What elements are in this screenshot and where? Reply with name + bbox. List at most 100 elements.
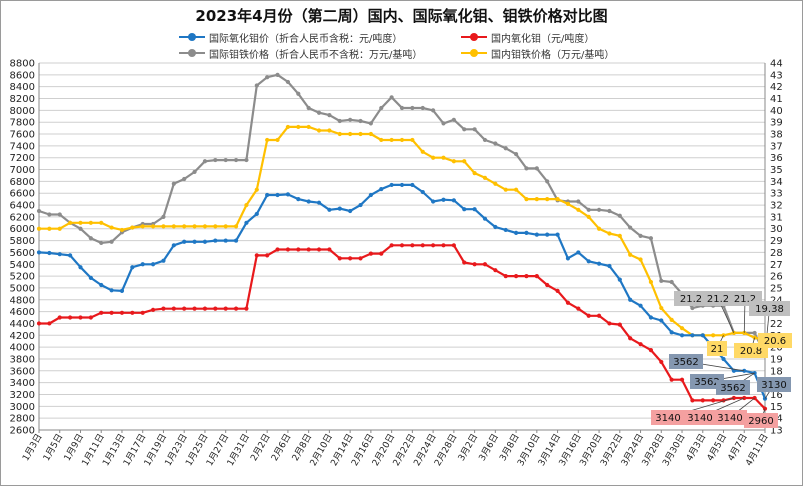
y-right-tick-label: 19 <box>770 354 783 365</box>
data-point <box>482 216 488 221</box>
data-point <box>420 149 425 154</box>
data-point <box>285 79 291 85</box>
data-point <box>628 336 633 341</box>
data-point <box>731 368 736 373</box>
data-point <box>451 117 456 122</box>
data-point <box>265 75 270 80</box>
data-point <box>472 171 477 176</box>
data-point <box>638 303 643 308</box>
data-point <box>140 310 145 315</box>
data-point <box>192 169 197 175</box>
data-point <box>462 207 467 212</box>
data-point <box>296 124 301 130</box>
y-left-tick-label: 3600 <box>10 366 35 377</box>
data-point <box>99 240 104 246</box>
data-point <box>513 273 519 279</box>
data-point <box>410 137 415 143</box>
data-point <box>576 250 581 255</box>
data-point <box>182 306 187 311</box>
data-point <box>275 192 280 198</box>
data-point <box>316 247 322 252</box>
y-right-tick-label: 31 <box>770 212 783 223</box>
data-point <box>182 239 187 244</box>
y-left-tick-label: 6000 <box>10 224 35 235</box>
data-point <box>628 252 633 257</box>
data-point <box>316 110 322 115</box>
data-point <box>275 247 280 252</box>
y-left-tick-label: 4800 <box>10 295 35 306</box>
data-point <box>711 333 716 338</box>
data-point <box>109 239 114 244</box>
data-point <box>78 220 83 225</box>
annotation-label: 21.2 <box>707 294 729 305</box>
y-left-tick-label: 6200 <box>10 212 35 223</box>
data-point <box>513 152 519 157</box>
data-point <box>555 232 560 237</box>
data-point <box>316 128 322 133</box>
data-point <box>648 347 654 353</box>
y-right-tick-label: 24 <box>770 295 783 306</box>
y-left-tick-label: 8200 <box>10 94 35 105</box>
annotation-box <box>683 410 717 425</box>
data-point <box>57 252 62 257</box>
data-point <box>586 313 591 318</box>
y-right-tick-label: 39 <box>770 118 783 129</box>
data-point <box>244 202 249 208</box>
data-point <box>306 247 311 252</box>
annotation-box <box>674 291 708 306</box>
data-point <box>171 243 176 248</box>
annotation-label: 20.6 <box>764 336 786 347</box>
data-point <box>213 157 218 163</box>
data-point <box>379 251 384 256</box>
data-point <box>88 220 93 225</box>
y-left-tick-label: 4000 <box>10 343 35 354</box>
series-line <box>39 125 766 342</box>
data-point <box>555 197 560 202</box>
data-point <box>659 278 664 283</box>
data-point <box>182 224 187 229</box>
data-point <box>389 243 394 248</box>
data-point <box>690 398 695 403</box>
data-point <box>586 214 591 220</box>
y-left-tick-label: 3000 <box>10 402 35 413</box>
data-point <box>576 199 581 204</box>
y-right-tick-label: 18 <box>770 366 783 377</box>
data-point <box>109 288 114 293</box>
data-point <box>99 220 104 225</box>
data-point <box>752 330 757 336</box>
y-left-tick-label: 7800 <box>10 118 35 129</box>
data-point <box>368 121 373 126</box>
data-point <box>233 306 239 311</box>
data-point <box>389 137 394 143</box>
data-point <box>617 277 622 282</box>
y-left-tick-label: 7000 <box>10 165 35 176</box>
y-right-tick-label: 29 <box>770 236 783 247</box>
data-point <box>545 179 550 184</box>
data-point <box>161 214 166 220</box>
y-right-tick-label: 22 <box>770 319 783 330</box>
y-left-tick-label: 8800 <box>10 59 35 70</box>
data-point <box>36 321 42 326</box>
data-point <box>254 187 259 192</box>
data-point <box>431 243 436 248</box>
data-point <box>130 310 135 315</box>
annotation-box <box>707 341 727 356</box>
y-right-tick-label: 13 <box>770 426 783 437</box>
data-point <box>202 159 208 164</box>
data-point <box>213 238 218 243</box>
data-point <box>752 335 757 340</box>
y-left-tick-label: 5000 <box>10 283 35 294</box>
data-point <box>389 182 394 188</box>
data-point <box>78 265 83 270</box>
data-point <box>233 157 239 163</box>
data-point <box>337 131 342 137</box>
data-point <box>482 175 488 180</box>
data-point <box>285 124 291 130</box>
data-point <box>368 131 373 137</box>
data-point <box>690 305 695 311</box>
data-point <box>109 225 114 230</box>
data-point <box>285 192 291 197</box>
data-point <box>607 263 612 269</box>
data-point <box>119 288 125 293</box>
data-point <box>534 197 539 202</box>
